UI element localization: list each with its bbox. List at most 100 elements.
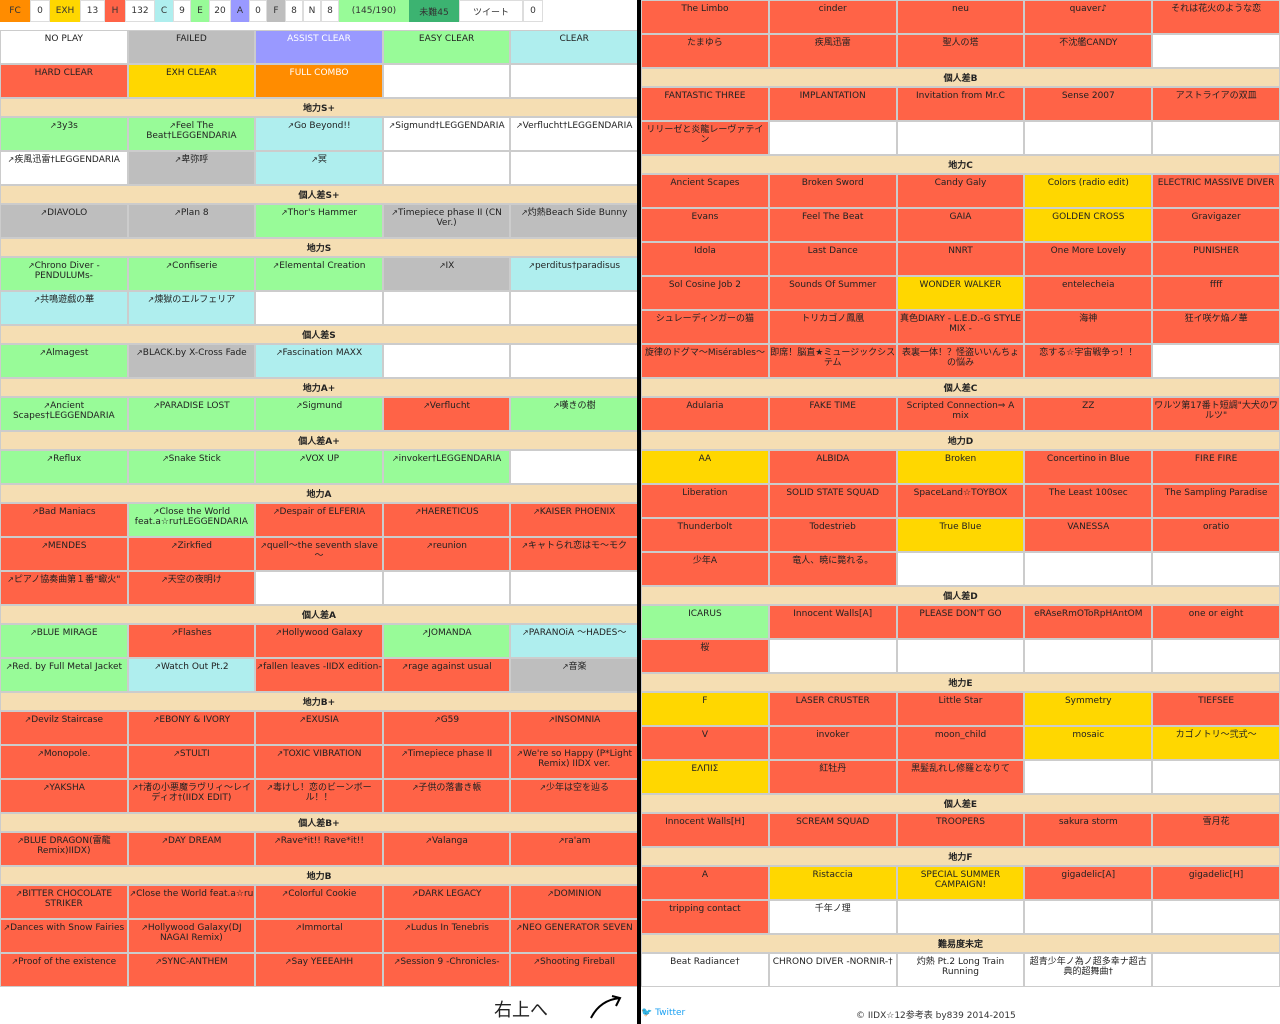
song-cell[interactable]: eRAseRmOToRpHAntOM <box>1024 605 1153 639</box>
song-cell[interactable]: リリーゼと炎龍レーヴァテイン <box>641 121 769 155</box>
song-cell[interactable]: Liberation <box>641 484 769 518</box>
song-cell[interactable]: TROOPERS <box>896 813 1025 847</box>
song-cell[interactable]: tripping contact <box>641 900 769 934</box>
song-cell[interactable]: 千年ノ理 <box>768 900 897 934</box>
song-cell[interactable]: Plan 8 <box>127 204 256 238</box>
song-cell[interactable]: 雪月花 <box>1152 813 1280 847</box>
song-cell[interactable]: 疾風迅雷†LEGGENDARIA <box>0 151 128 185</box>
song-cell[interactable]: Reflux <box>0 450 128 484</box>
song-cell[interactable]: The Sampling Paradise <box>1152 484 1280 518</box>
song-cell[interactable]: Gravigazer <box>1152 208 1280 242</box>
song-cell[interactable]: Adularia <box>641 397 769 431</box>
song-cell[interactable]: TIEFSEE <box>1152 692 1280 726</box>
song-cell[interactable]: Innocent Walls[A] <box>768 605 897 639</box>
song-cell[interactable]: トリカゴノ鳳凰 <box>768 310 897 344</box>
twitter-link[interactable]: 🐦 Twitter <box>641 1008 685 1018</box>
song-cell[interactable]: Innocent Walls[H] <box>641 813 769 847</box>
song-cell[interactable]: PARANOiA ～HADES～ <box>510 624 638 658</box>
song-cell[interactable]: Hollywood Galaxy <box>255 624 383 658</box>
song-cell[interactable]: ffff <box>1152 276 1280 310</box>
song-cell[interactable]: Scripted Connection⇒ A mix <box>896 397 1025 431</box>
song-cell[interactable]: The Least 100sec <box>1024 484 1153 518</box>
song-cell[interactable]: Say YEEEAHH <box>255 953 383 987</box>
song-cell[interactable]: 超青少年ノ為ノ超多幸ナ超古典的超舞曲† <box>1024 953 1153 987</box>
song-cell[interactable]: one or eight <box>1152 605 1280 639</box>
song-cell[interactable]: INSOMNIA <box>510 711 638 745</box>
song-cell[interactable]: FIRE FIRE <box>1152 450 1280 484</box>
song-cell[interactable]: NNRT <box>896 242 1025 276</box>
song-cell[interactable]: ICARUS <box>641 605 769 639</box>
song-cell[interactable]: V <box>641 726 769 760</box>
song-cell[interactable]: CHRONO DIVER -NORNIR-† <box>768 953 897 987</box>
song-cell[interactable]: Fascination MAXX <box>255 344 383 378</box>
song-cell[interactable]: perditus†paradisus <box>510 257 638 291</box>
song-cell[interactable]: Colors (radio edit) <box>1024 174 1153 208</box>
song-cell[interactable]: 竜人、暁に斃れる。 <box>768 552 897 586</box>
song-cell[interactable]: 煉獄のエルフェリア <box>127 291 256 325</box>
song-cell[interactable]: entelecheia <box>1024 276 1153 310</box>
song-cell[interactable]: EXUSIA <box>255 711 383 745</box>
song-cell[interactable]: 海神 <box>1024 310 1153 344</box>
song-cell[interactable]: KAISER PHOENIX <box>510 503 638 537</box>
song-cell[interactable]: それは花火のような恋 <box>1152 0 1280 34</box>
count-segment[interactable]: ツイート <box>459 0 523 22</box>
song-cell[interactable]: ΕΛΠΙΣ <box>641 760 769 794</box>
song-cell[interactable]: moon_child <box>896 726 1025 760</box>
song-cell[interactable]: DAY DREAM <box>127 832 256 866</box>
song-cell[interactable]: JOMANDA <box>382 624 511 658</box>
song-cell[interactable]: Thunderbolt <box>641 518 769 552</box>
song-cell[interactable]: 疾風迅雷 <box>768 34 897 68</box>
song-cell[interactable]: Idola <box>641 242 769 276</box>
song-cell[interactable]: gigadelic[H] <box>1152 866 1280 900</box>
song-cell[interactable]: gigadelic[A] <box>1024 866 1153 900</box>
song-cell[interactable]: We're so Happy (P*Light Remix) IIDX ver. <box>510 745 638 779</box>
song-cell[interactable]: Close the World feat.a☆ru <box>127 885 256 919</box>
song-cell[interactable]: Symmetry <box>1024 692 1153 726</box>
song-cell[interactable]: Sol Cosine Job 2 <box>641 276 769 310</box>
song-cell[interactable]: 旋律のドグマ～Misérables～ <box>641 344 769 378</box>
song-cell[interactable]: Elemental Creation <box>255 257 383 291</box>
song-cell[interactable]: Flashes <box>127 624 256 658</box>
song-cell[interactable]: quell～the seventh slave～ <box>255 537 383 571</box>
song-cell[interactable]: DOMINION <box>510 885 638 919</box>
song-cell[interactable]: Ludus In Tenebris <box>382 919 511 953</box>
song-cell[interactable]: Ancient Scapes <box>641 174 769 208</box>
song-cell[interactable]: Rave*it!! Rave*it!! <box>255 832 383 866</box>
song-cell[interactable]: 冥 <box>255 151 383 185</box>
song-cell[interactable]: mosaic <box>1024 726 1153 760</box>
song-cell[interactable]: ELECTRIC MASSIVE DIVER <box>1152 174 1280 208</box>
song-cell[interactable]: 不沈艦CANDY <box>1024 34 1153 68</box>
song-cell[interactable]: Sigmund <box>255 397 383 431</box>
song-cell[interactable]: Immortal <box>255 919 383 953</box>
song-cell[interactable]: Timepiece phase II (CN Ver.) <box>382 204 511 238</box>
song-cell[interactable]: DARK LEGACY <box>382 885 511 919</box>
song-cell[interactable]: Sounds Of Summer <box>768 276 897 310</box>
song-cell[interactable]: Bad Maniacs <box>0 503 128 537</box>
song-cell[interactable]: Session 9 -Chronicles- <box>382 953 511 987</box>
song-cell[interactable]: EBONY & IVORY <box>127 711 256 745</box>
song-cell[interactable]: IX <box>382 257 511 291</box>
song-cell[interactable]: 嘆きの樹 <box>510 397 638 431</box>
song-cell[interactable]: Invitation from Mr.C <box>896 87 1025 121</box>
song-cell[interactable]: Beat Radiance† <box>641 953 769 987</box>
song-cell[interactable]: Thor's Hammer <box>255 204 383 238</box>
song-cell[interactable]: Verflucht†LEGGENDARIA <box>510 117 638 151</box>
song-cell[interactable]: 狂イ咲ケ焔ノ華 <box>1152 310 1280 344</box>
song-cell[interactable]: reunion <box>382 537 511 571</box>
song-cell[interactable]: Dances with Snow Fairies <box>0 919 128 953</box>
song-cell[interactable]: SCREAM SQUAD <box>768 813 897 847</box>
song-cell[interactable]: Snake Stick <box>127 450 256 484</box>
song-cell[interactable]: Timepiece phase II <box>382 745 511 779</box>
song-cell[interactable]: 聖人の塔 <box>896 34 1025 68</box>
song-cell[interactable]: Red. by Full Metal Jacket <box>0 658 128 692</box>
song-cell[interactable]: アストライアの双皿 <box>1152 87 1280 121</box>
song-cell[interactable]: fallen leaves -IIDX edition- <box>255 658 383 692</box>
song-cell[interactable]: FAKE TIME <box>768 397 897 431</box>
song-cell[interactable]: NEO GENERATOR SEVEN <box>510 919 638 953</box>
song-cell[interactable]: 天空の夜明け <box>127 571 256 605</box>
song-cell[interactable]: A <box>641 866 769 900</box>
song-cell[interactable]: G59 <box>382 711 511 745</box>
song-cell[interactable]: rage against usual <box>382 658 511 692</box>
song-cell[interactable]: GAIA <box>896 208 1025 242</box>
song-cell[interactable]: MENDES <box>0 537 128 571</box>
